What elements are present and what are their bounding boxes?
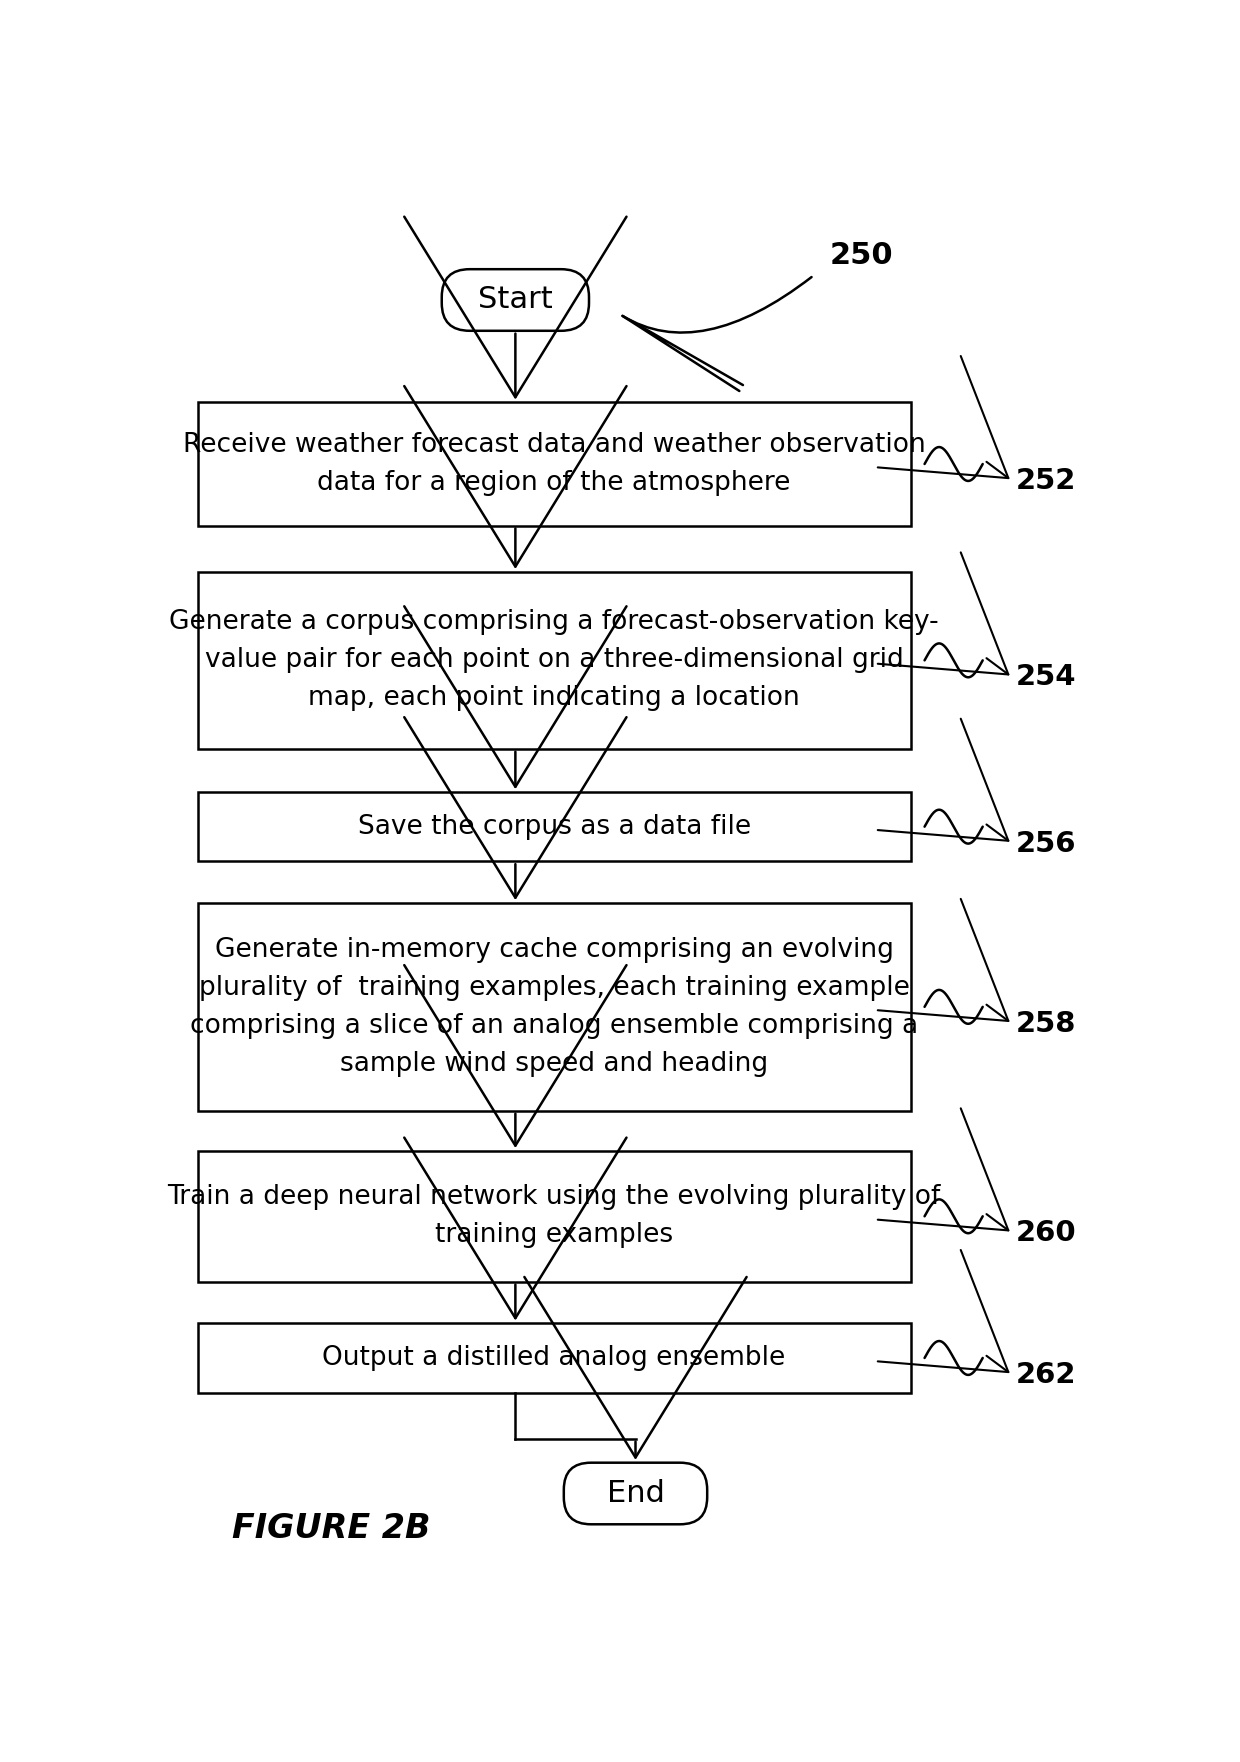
FancyBboxPatch shape	[441, 270, 589, 331]
Bar	[197, 573, 910, 749]
Bar	[197, 1323, 910, 1392]
Text: 254: 254	[1016, 663, 1076, 691]
FancyBboxPatch shape	[564, 1462, 707, 1524]
Text: Generate in-memory cache comprising an evolving
plurality of  training examples,: Generate in-memory cache comprising an e…	[190, 937, 918, 1077]
Text: Receive weather forecast data and weather observation
data for a region of the a: Receive weather forecast data and weathe…	[182, 432, 925, 495]
Bar	[197, 793, 910, 862]
Text: FIGURE 2B: FIGURE 2B	[233, 1512, 432, 1545]
Bar	[197, 902, 910, 1110]
Bar	[197, 402, 910, 525]
Text: Output a distilled analog ensemble: Output a distilled analog ensemble	[322, 1344, 786, 1371]
Text: Start: Start	[477, 285, 553, 314]
Text: Train a deep neural network using the evolving plurality of
training examples: Train a deep neural network using the ev…	[167, 1184, 941, 1247]
Text: 262: 262	[1016, 1360, 1076, 1388]
Text: 252: 252	[1016, 467, 1075, 495]
Text: 256: 256	[1016, 830, 1076, 858]
Text: 258: 258	[1016, 1010, 1075, 1038]
Text: 250: 250	[830, 241, 893, 270]
Bar	[197, 1151, 910, 1281]
Text: End: End	[606, 1478, 665, 1508]
Text: 260: 260	[1016, 1219, 1076, 1247]
Text: Save the corpus as a data file: Save the corpus as a data file	[357, 814, 750, 840]
Text: Generate a corpus comprising a forecast-observation key-
value pair for each poi: Generate a corpus comprising a forecast-…	[170, 610, 939, 712]
